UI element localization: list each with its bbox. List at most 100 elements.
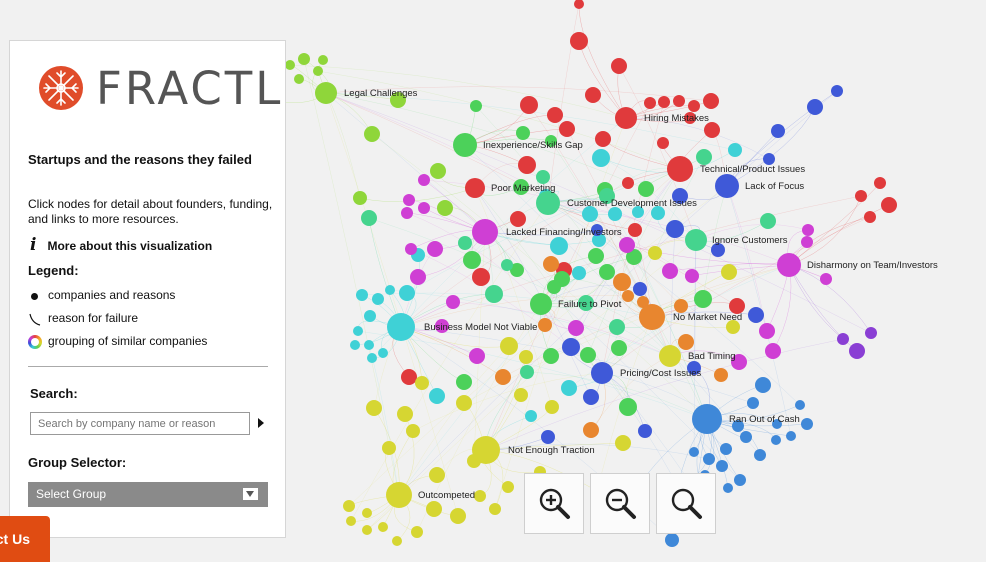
company-node[interactable] [666,220,684,238]
company-node[interactable] [390,92,406,108]
company-node[interactable] [632,206,644,218]
company-node[interactable] [759,323,775,339]
company-node[interactable] [849,343,865,359]
company-node[interactable] [574,0,584,9]
company-node[interactable] [510,211,526,227]
reason-node[interactable] [667,156,693,182]
company-node[interactable] [545,400,559,414]
company-node[interactable] [519,350,533,364]
company-node[interactable] [726,320,740,334]
company-node[interactable] [831,85,843,97]
company-node[interactable] [474,490,486,502]
reason-node[interactable] [530,293,552,315]
company-node[interactable] [545,135,557,147]
company-node[interactable] [874,177,886,189]
company-node[interactable] [732,420,744,432]
company-node[interactable] [678,334,694,350]
company-node[interactable] [520,365,534,379]
company-node[interactable] [378,522,388,532]
company-node[interactable] [446,295,460,309]
company-node[interactable] [609,319,625,335]
company-node[interactable] [418,202,430,214]
company-node[interactable] [401,207,413,219]
search-submit-arrow-icon[interactable] [258,418,264,428]
company-node[interactable] [595,131,611,147]
reason-node[interactable] [777,253,801,277]
company-node[interactable] [665,533,679,547]
company-node[interactable] [591,224,603,236]
company-node[interactable] [592,149,610,167]
company-node[interactable] [599,264,615,280]
company-node[interactable] [728,143,742,157]
reason-node[interactable] [472,219,498,245]
reason-node[interactable] [315,82,337,104]
company-node[interactable] [366,400,382,416]
company-node[interactable] [514,388,528,402]
company-node[interactable] [405,243,417,255]
company-node[interactable] [801,236,813,248]
company-node[interactable] [403,194,415,206]
company-node[interactable] [716,460,728,472]
company-node[interactable] [619,398,637,416]
reason-node[interactable] [685,229,707,251]
company-node[interactable] [543,348,559,364]
company-node[interactable] [865,327,877,339]
company-node[interactable] [392,536,402,546]
company-node[interactable] [748,307,764,323]
company-node[interactable] [364,310,376,322]
company-node[interactable] [651,206,665,220]
reason-node[interactable] [387,313,415,341]
group-selector-dropdown[interactable]: Select Group [28,482,268,507]
company-node[interactable] [674,299,688,313]
company-node[interactable] [734,474,746,486]
company-node[interactable] [472,268,490,286]
company-node[interactable] [837,333,849,345]
company-node[interactable] [687,361,701,375]
company-node[interactable] [572,266,586,280]
company-node[interactable] [694,290,712,308]
company-node[interactable] [541,430,555,444]
company-node[interactable] [313,66,323,76]
company-node[interactable] [501,259,513,271]
company-node[interactable] [673,95,685,107]
company-node[interactable] [599,188,615,204]
company-node[interactable] [520,96,538,114]
company-node[interactable] [881,197,897,213]
company-node[interactable] [582,206,598,222]
company-node[interactable] [343,500,355,512]
company-node[interactable] [704,122,720,138]
company-node[interactable] [559,121,575,137]
search-input[interactable] [30,412,250,435]
company-node[interactable] [406,424,420,438]
company-node[interactable] [729,298,745,314]
reason-node[interactable] [453,133,477,157]
company-node[interactable] [622,290,634,302]
company-node[interactable] [364,340,374,350]
company-node[interactable] [755,377,771,393]
company-node[interactable] [353,326,363,336]
reason-node[interactable] [715,174,739,198]
reason-node[interactable] [591,362,613,384]
company-node[interactable] [583,389,599,405]
company-node[interactable] [353,191,367,205]
company-node[interactable] [580,347,596,363]
company-node[interactable] [747,397,759,409]
company-node[interactable] [294,74,304,84]
company-node[interactable] [399,285,415,301]
company-node[interactable] [469,348,485,364]
company-node[interactable] [608,207,622,221]
company-node[interactable] [429,467,445,483]
company-node[interactable] [637,296,649,308]
company-node[interactable] [550,237,568,255]
company-node[interactable] [615,435,631,451]
company-node[interactable] [364,126,380,142]
company-node[interactable] [547,107,563,123]
company-node[interactable] [583,422,599,438]
company-node[interactable] [350,340,360,350]
company-node[interactable] [721,264,737,280]
company-node[interactable] [518,156,536,174]
company-node[interactable] [568,320,584,336]
company-node[interactable] [463,251,481,269]
company-node[interactable] [807,99,823,115]
